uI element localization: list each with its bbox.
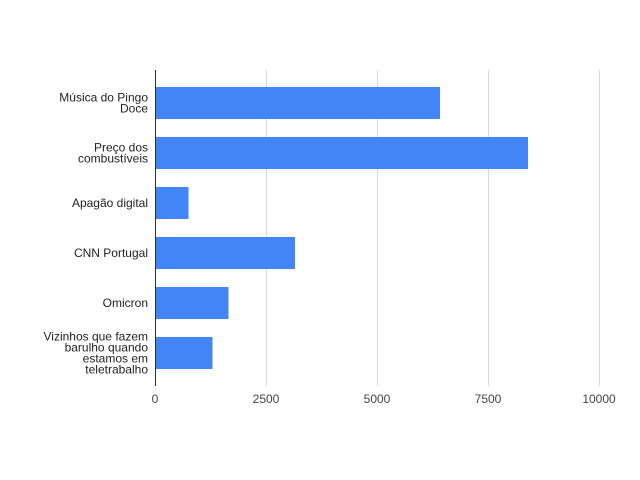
category-label-line: barulho quando	[65, 341, 149, 355]
bar	[155, 187, 189, 219]
x-tick-label: 5000	[364, 392, 391, 406]
bar	[155, 237, 295, 269]
category-label: Música do Pingo Doce	[59, 91, 148, 116]
x-tick-label: 2500	[253, 392, 280, 406]
category-label-line: Vizinhos que fazem	[43, 330, 148, 344]
category-label-line: combustíveis	[78, 152, 148, 166]
category-label-line: teletrabalho	[85, 363, 148, 377]
category-label-line: Omicron	[103, 296, 148, 310]
x-tick-label: 0	[152, 392, 159, 406]
category-label-line: estamos em	[83, 352, 148, 366]
category-label-line: Doce	[120, 102, 148, 116]
category-label: Omicron	[103, 296, 148, 310]
category-label-line: CNN Portugal	[74, 246, 148, 260]
category-label: CNN Portugal	[74, 246, 148, 260]
category-labels: Música do Pingo Doce Preço dos combustíveis…	[43, 91, 148, 377]
x-tick-label: 10000	[582, 392, 616, 406]
bar	[155, 87, 441, 119]
tick-labels: 0 2500 5000 7500 10000	[152, 392, 616, 406]
bars	[155, 87, 528, 369]
category-label: Preço dos combustíveis	[78, 141, 148, 166]
category-label-line: Preço dos	[94, 141, 148, 155]
category-label: Apagão digital	[72, 196, 148, 210]
category-label-line: Apagão digital	[72, 196, 148, 210]
gridlines	[266, 70, 600, 386]
bar	[155, 137, 528, 169]
x-tick-label: 7500	[475, 392, 502, 406]
category-label-line: Música do Pingo	[59, 91, 148, 105]
bar	[155, 337, 213, 369]
bar	[155, 287, 229, 319]
category-label: Vizinhos que fazem barulho quando estamos …	[43, 330, 148, 377]
